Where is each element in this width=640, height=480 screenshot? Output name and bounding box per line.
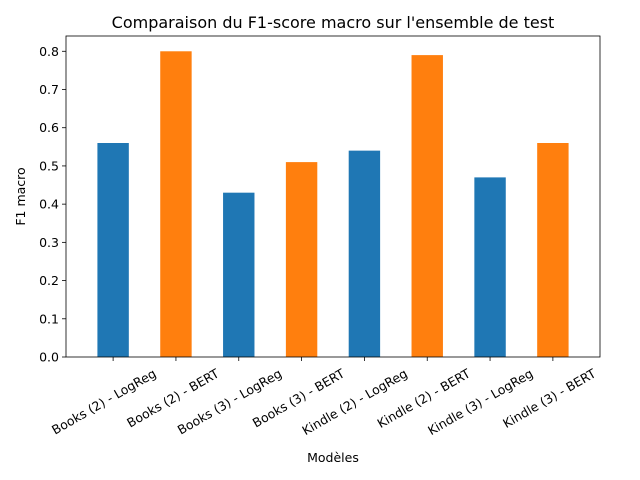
x-tick-label: Books (3) - LogReg: [175, 366, 285, 438]
bars-group: [97, 51, 569, 358]
chart-title: Comparaison du F1-score macro sur l'ense…: [112, 13, 555, 32]
bar-3: [223, 192, 255, 357]
y-tick-label: 0.7: [39, 82, 59, 97]
bar-8: [537, 143, 569, 357]
bar-5: [348, 150, 381, 357]
y-tick-label: 0.0: [39, 350, 59, 365]
y-tick-label: 0.5: [39, 158, 59, 173]
y-tick-label: 0.3: [39, 235, 59, 250]
bar-4: [285, 162, 318, 357]
y-tick-label: 0.2: [39, 273, 59, 288]
x-tick-label: Books (2) - LogReg: [49, 366, 159, 438]
y-tick-label: 0.6: [39, 120, 59, 135]
y-tick-label: 0.8: [39, 44, 59, 59]
bar-7: [474, 177, 506, 357]
bar-1: [97, 143, 129, 357]
bar-2: [160, 51, 192, 358]
bar-6: [411, 55, 443, 357]
y-tick-label: 0.1: [39, 311, 59, 326]
plot-area-frame: [65, 35, 601, 358]
y-axis-ticks: 0.0 0.1 0.2 0.3 0.4 0.5 0.6 0.7 0.8: [39, 44, 66, 365]
x-tick-label: Kindle (3) - LogReg: [425, 366, 535, 438]
x-axis-label: Modèles: [307, 450, 359, 465]
x-tick-label: Kindle (2) - LogReg: [299, 366, 409, 438]
y-axis-label: F1 macro: [13, 167, 28, 225]
y-tick-label: 0.4: [39, 197, 59, 212]
